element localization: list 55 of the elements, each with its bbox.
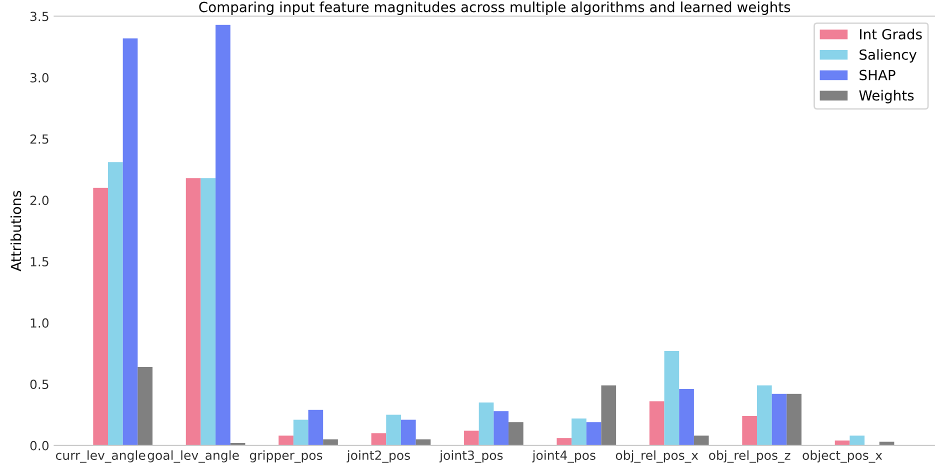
bar — [556, 438, 572, 446]
x-tick-label: joint2_pos — [346, 450, 410, 463]
chart-title: Comparing input feature magnitudes across multiple algorithms and learned weights — [199, 2, 790, 15]
bar — [508, 422, 524, 446]
bar — [742, 416, 757, 446]
y-tick-label: 2.0 — [30, 196, 49, 206]
x-tick-label: object_pos_x — [802, 450, 882, 463]
bar — [293, 420, 308, 446]
bar — [138, 366, 153, 446]
y-tick-label: 3.5 — [30, 12, 48, 22]
bar — [601, 385, 616, 446]
bar — [664, 351, 680, 446]
bar — [122, 38, 138, 446]
legend-label: Weights — [859, 90, 914, 104]
x-tick-label: goal_lev_angle — [148, 450, 239, 463]
bar — [93, 188, 108, 446]
bar — [494, 411, 509, 446]
x-tick-label: curr_lev_angle — [56, 450, 146, 463]
bar — [323, 439, 338, 446]
bar — [200, 178, 216, 446]
bar — [308, 410, 324, 446]
y-tick-label: 0.0 — [30, 440, 49, 450]
bar — [572, 418, 586, 446]
y-axis-title: Attributions — [10, 190, 22, 272]
x-tick-label: obj_rel_pos_z — [709, 450, 790, 463]
y-tick-label: 2.5 — [30, 134, 48, 144]
bar — [478, 402, 494, 446]
x-tick-label: gripper_pos — [250, 450, 322, 463]
y-tick-label: 1.5 — [30, 257, 48, 266]
bar — [850, 436, 865, 446]
y-tick-label: 0.5 — [30, 380, 48, 390]
bar — [649, 401, 664, 446]
bar — [216, 24, 230, 446]
bar — [834, 440, 850, 446]
x-tick-label: joint3_pos — [439, 450, 503, 463]
bar — [756, 385, 772, 446]
x-tick-label: obj_rel_pos_x — [616, 450, 698, 463]
bar — [186, 178, 201, 446]
bar — [786, 394, 802, 446]
bar — [400, 420, 416, 446]
bar — [371, 433, 386, 446]
legend-label: Saliency — [860, 49, 917, 63]
bar — [464, 430, 479, 446]
bar — [679, 389, 694, 446]
x-tick-label: joint4_pos — [532, 450, 596, 463]
legend-label: SHAP — [860, 70, 896, 80]
bar — [772, 394, 787, 446]
bar — [694, 436, 709, 446]
bar — [386, 414, 401, 446]
legend-label: Int Grads — [860, 28, 922, 40]
bar — [586, 422, 602, 446]
y-tick-label: 3.0 — [30, 73, 49, 82]
bar — [108, 162, 123, 446]
y-tick-label: 1.0 — [30, 318, 49, 328]
bar — [278, 436, 294, 446]
